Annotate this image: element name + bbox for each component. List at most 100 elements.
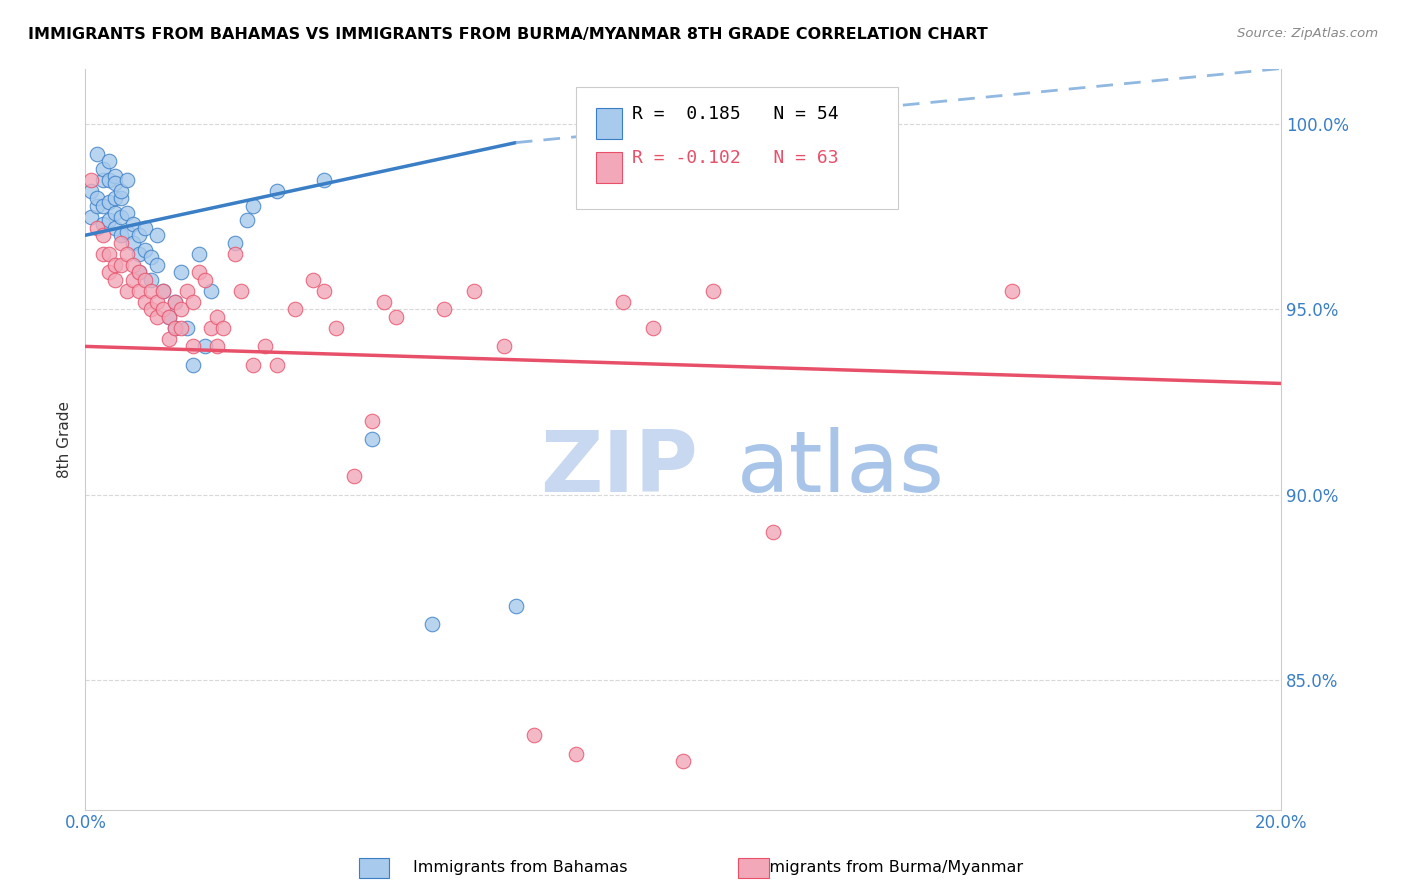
Point (194, 339, 217, 353)
Point (104, 220, 127, 235)
Point (181, 294, 204, 309)
Point (420, 617, 443, 632)
Point (139, 273, 162, 287)
Point (163, 294, 186, 309)
Point (91, 161, 114, 176)
Point (523, 728, 546, 742)
Point (433, 302, 456, 317)
Point (643, 321, 665, 335)
Point (146, 294, 169, 309)
Point (115, 206, 138, 220)
Point (224, 247, 246, 261)
Point (163, 321, 186, 335)
Point (110, 235, 132, 250)
Point (181, 358, 204, 372)
Point (505, 599, 527, 613)
Point (463, 284, 485, 298)
Point (314, 172, 336, 186)
Point (672, 755, 695, 769)
Text: R = -0.102   N = 63: R = -0.102 N = 63 (631, 149, 838, 168)
Point (134, 243, 156, 257)
Point (163, 294, 186, 309)
Point (91, 199, 114, 213)
Point (139, 251, 162, 265)
Point (253, 339, 276, 353)
Point (157, 332, 180, 346)
Point (325, 321, 347, 335)
Point (194, 273, 217, 287)
Point (205, 339, 228, 353)
Point (110, 228, 132, 243)
Point (80, 184, 103, 198)
Point (86, 199, 108, 213)
Point (188, 247, 211, 261)
Point (91, 172, 114, 186)
Text: Immigrants from Bahamas: Immigrants from Bahamas (413, 861, 627, 875)
Point (110, 184, 132, 198)
Point (139, 284, 162, 298)
Text: ZIP: ZIP (540, 427, 697, 510)
Point (110, 191, 132, 205)
Point (86, 220, 108, 235)
Point (104, 258, 127, 272)
Point (146, 310, 169, 324)
Point (242, 358, 264, 372)
Point (146, 228, 169, 243)
Y-axis label: 8th Grade: 8th Grade (58, 401, 72, 477)
Point (157, 310, 180, 324)
Point (266, 358, 288, 372)
Point (205, 310, 228, 324)
FancyBboxPatch shape (596, 153, 623, 184)
FancyBboxPatch shape (596, 108, 623, 139)
Point (104, 191, 127, 205)
Point (104, 169, 127, 183)
Point (152, 284, 174, 298)
Point (104, 177, 127, 191)
Text: atlas: atlas (737, 427, 945, 510)
Point (110, 210, 132, 224)
Point (564, 747, 586, 761)
Point (170, 302, 193, 317)
Point (385, 310, 408, 324)
Point (492, 339, 515, 353)
Point (98, 247, 121, 261)
Point (115, 225, 138, 239)
Point (200, 284, 222, 298)
Point (373, 294, 395, 309)
Point (115, 284, 138, 298)
Point (163, 321, 186, 335)
Point (91, 228, 114, 243)
Point (110, 258, 132, 272)
Point (170, 265, 193, 279)
Point (122, 217, 145, 231)
Point (361, 432, 384, 446)
Point (115, 172, 138, 186)
Point (266, 184, 288, 198)
Point (284, 302, 307, 317)
Point (188, 265, 211, 279)
Point (152, 284, 174, 298)
Text: Immigrants from Burma/Myanmar: Immigrants from Burma/Myanmar (749, 861, 1022, 875)
Point (98, 172, 121, 186)
Point (134, 273, 156, 287)
Point (157, 310, 180, 324)
Point (224, 235, 246, 250)
Point (128, 265, 150, 279)
Point (361, 413, 384, 427)
Point (80, 172, 103, 186)
Point (152, 302, 174, 317)
Point (98, 265, 121, 279)
Point (236, 213, 259, 227)
Point (176, 284, 198, 298)
Point (98, 154, 121, 169)
Point (229, 284, 252, 298)
Point (98, 194, 121, 209)
Point (1001, 284, 1024, 298)
Point (80, 210, 103, 224)
Point (91, 217, 114, 231)
Point (301, 273, 323, 287)
Point (128, 247, 150, 261)
Point (86, 191, 108, 205)
Text: IMMIGRANTS FROM BAHAMAS VS IMMIGRANTS FROM BURMA/MYANMAR 8TH GRADE CORRELATION C: IMMIGRANTS FROM BAHAMAS VS IMMIGRANTS FR… (28, 27, 988, 42)
Point (134, 294, 156, 309)
